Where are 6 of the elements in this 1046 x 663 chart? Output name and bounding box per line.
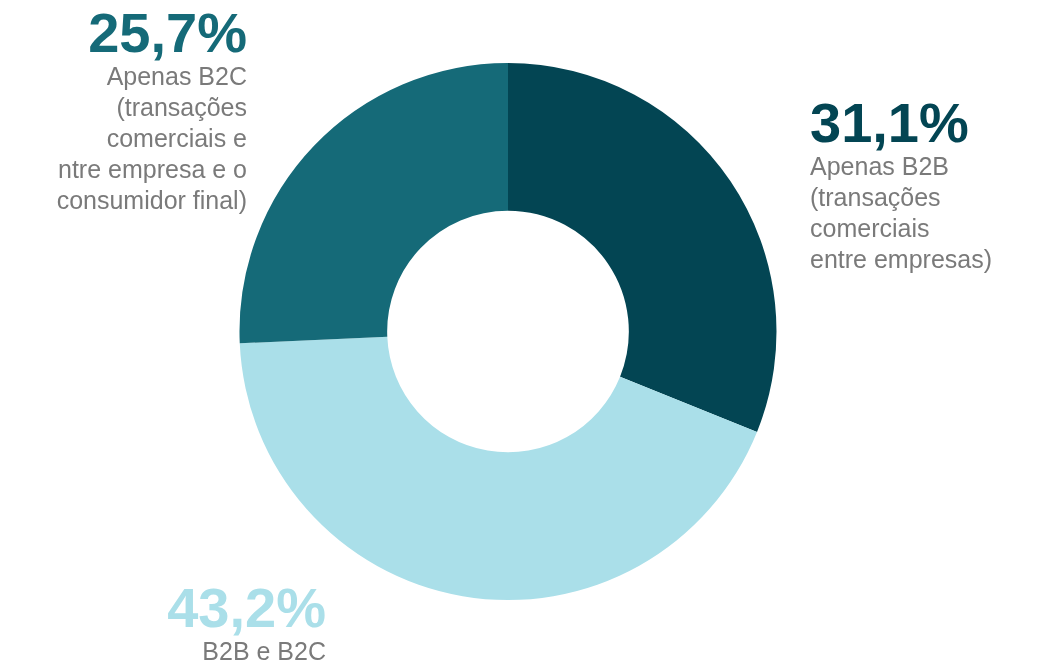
- data-label: 25,7%: [87, 1, 247, 64]
- data-label: 43,2%: [167, 576, 326, 639]
- slice-label: Apenas B2B (transações comerciais entre empresas): [810, 151, 993, 275]
- slice-label: B2B e B2C: [201, 636, 326, 663]
- slice-label: Apenas B2C (transações comerciais e ntre empresa e o consumidor final): [56, 61, 247, 216]
- data-label: 31,1%: [810, 91, 970, 154]
